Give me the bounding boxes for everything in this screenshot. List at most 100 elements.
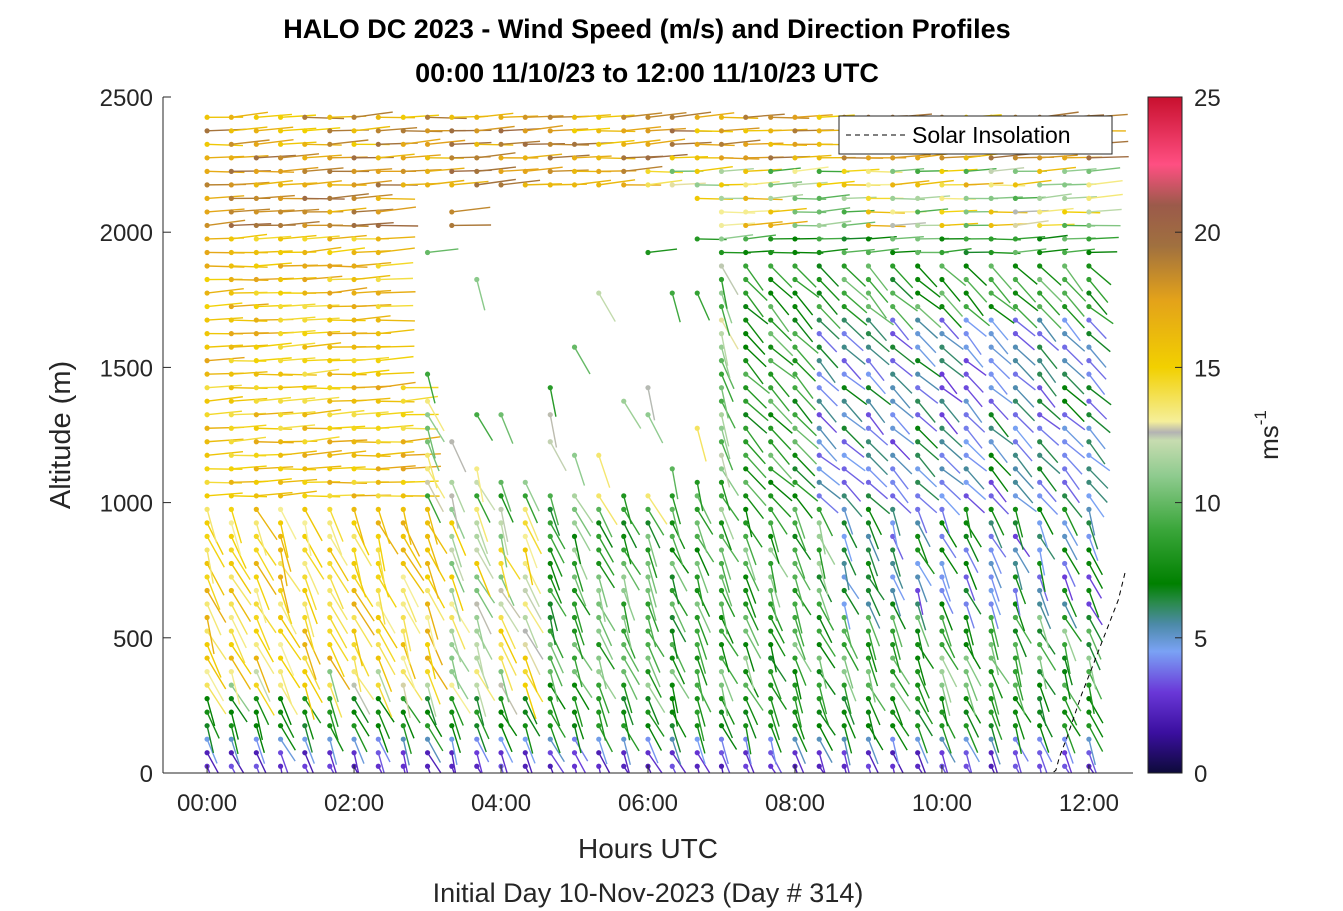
wind-barb-point xyxy=(915,168,921,174)
wind-barb xyxy=(426,509,439,545)
wind-barb xyxy=(476,152,516,159)
wind-barb-point xyxy=(351,358,357,364)
wind-barb xyxy=(280,411,316,416)
wind-barb-point xyxy=(1086,439,1092,445)
wind-barb xyxy=(892,603,907,630)
wind-barb xyxy=(965,509,973,538)
wind-barb xyxy=(867,711,876,740)
wind-barb-point xyxy=(963,641,969,648)
wind-barb-point xyxy=(204,263,210,269)
wind-barb xyxy=(647,590,657,621)
wind-barb xyxy=(353,738,365,764)
wind-barb xyxy=(892,180,930,186)
wind-barb-point xyxy=(375,276,381,283)
wind-barb xyxy=(1088,208,1122,213)
wind-barb-point xyxy=(547,669,553,675)
wind-barb-point xyxy=(375,331,381,337)
wind-barb-point xyxy=(1062,385,1068,391)
wind-barb-point xyxy=(204,276,210,283)
wind-barb xyxy=(524,549,534,586)
wind-barb xyxy=(573,725,582,754)
legend-label-solar-insolation: Solar Insolation xyxy=(912,122,1071,148)
wind-barb xyxy=(867,536,880,562)
wind-barb xyxy=(917,481,940,501)
wind-barb-point xyxy=(375,236,381,242)
wind-barb-point xyxy=(816,520,822,526)
wind-barb xyxy=(991,184,1026,187)
wind-barb xyxy=(304,549,325,580)
wind-barb-point xyxy=(915,236,921,242)
wind-barb xyxy=(451,617,466,650)
wind-barb xyxy=(329,493,365,497)
wind-barb-point xyxy=(718,506,725,512)
wind-barb-point xyxy=(1012,669,1019,675)
wind-barb xyxy=(917,509,928,534)
wind-barb-point xyxy=(1012,290,1019,296)
wind-barb xyxy=(868,248,899,254)
wind-barb-point xyxy=(939,358,945,364)
wind-barb-point xyxy=(988,168,994,174)
wind-barb-point xyxy=(669,736,675,742)
wind-barb xyxy=(843,292,868,314)
wind-barb-point xyxy=(1037,182,1043,188)
wind-barb-point xyxy=(351,736,357,742)
wind-barb xyxy=(867,441,889,462)
wind-barb xyxy=(1064,481,1080,504)
wind-barb-point xyxy=(596,290,602,296)
wind-barb-point xyxy=(1012,398,1019,404)
wind-barb-point xyxy=(743,533,749,540)
wind-barb xyxy=(1064,536,1078,561)
wind-barb xyxy=(696,725,706,754)
wind-barb xyxy=(917,414,938,432)
wind-barb xyxy=(573,671,593,699)
wind-barb xyxy=(230,576,252,606)
wind-barb-point xyxy=(228,155,234,161)
wind-barb-point xyxy=(498,587,504,594)
wind-barb-point xyxy=(228,723,234,729)
wind-barb-point xyxy=(621,655,627,661)
wind-barb-point xyxy=(1062,209,1068,215)
wind-barb xyxy=(892,346,916,365)
wind-barb xyxy=(1039,360,1057,384)
wind-barb-point xyxy=(400,763,406,769)
wind-barb xyxy=(256,170,295,173)
wind-barb xyxy=(745,590,757,618)
wind-barb xyxy=(941,222,979,227)
wind-barb-point xyxy=(474,628,480,634)
wind-barb-point xyxy=(865,533,872,540)
wind-barb-point xyxy=(277,560,284,567)
wind-barb xyxy=(818,536,836,565)
wind-barb-point xyxy=(596,506,602,512)
wind-barb xyxy=(378,424,414,429)
wind-barb-point xyxy=(816,587,822,594)
wind-barb xyxy=(1039,265,1062,286)
wind-barb xyxy=(647,684,666,713)
wind-barb xyxy=(844,196,877,200)
wind-barb xyxy=(403,465,441,470)
wind-barb-point xyxy=(792,628,798,634)
wind-barb xyxy=(818,671,836,696)
wind-barb xyxy=(1015,209,1049,213)
wind-barb xyxy=(671,590,688,617)
wind-barb-point xyxy=(253,628,259,634)
wind-barb-point xyxy=(743,452,749,458)
wind-barb xyxy=(990,684,1000,715)
wind-barb xyxy=(451,684,471,714)
wind-barb xyxy=(1088,167,1121,173)
wind-barb-point xyxy=(547,614,553,621)
wind-barb xyxy=(745,197,783,201)
wind-barb-point xyxy=(228,479,234,485)
wind-barb xyxy=(647,138,686,146)
wind-barb-point xyxy=(718,236,725,242)
wind-barb-point xyxy=(890,439,896,445)
wind-barb-point xyxy=(424,533,431,540)
wind-barb xyxy=(892,481,909,504)
wind-barb xyxy=(843,333,864,352)
wind-barb-point xyxy=(1062,696,1068,702)
wind-barb xyxy=(770,522,780,553)
wind-barb-point xyxy=(449,669,455,675)
wind-barb xyxy=(770,657,787,682)
wind-barb xyxy=(917,711,933,737)
wind-barb xyxy=(353,194,393,200)
wind-barb-point xyxy=(669,547,675,553)
